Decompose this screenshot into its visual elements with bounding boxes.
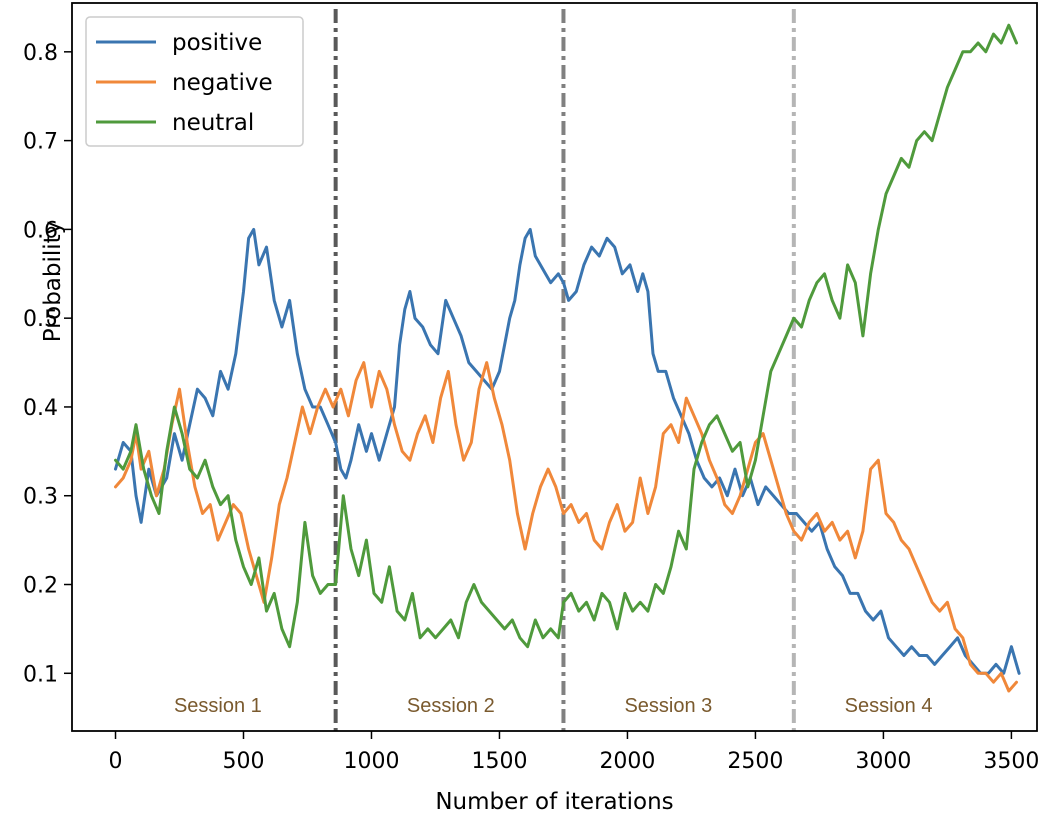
series-line-positive [114, 227, 1021, 675]
session-label-1: Session 1 [174, 695, 262, 717]
x-tick-label: 1500 [471, 749, 527, 774]
y-tick-label: 0.6 [23, 218, 58, 243]
session-label-2: Session 2 [407, 695, 495, 717]
plot-frame [71, 2, 1038, 732]
y-tick-label: 0.7 [23, 130, 58, 155]
series-lines [114, 23, 1021, 693]
y-tick-label: 0.3 [23, 485, 58, 510]
x-axis-label: Number of iterations [435, 789, 673, 815]
series-line-neutral [114, 23, 1018, 649]
session-label-3: Session 3 [624, 695, 712, 717]
x-tick-label: 3000 [855, 749, 911, 774]
x-tick-label: 0 [109, 749, 123, 774]
y-tick-label: 0.2 [23, 574, 58, 599]
x-tick-label: 500 [222, 749, 264, 774]
y-tick-label: 0.1 [23, 662, 58, 687]
y-axis-label: Probability [40, 221, 66, 343]
y-tick-label: 0.8 [23, 41, 58, 66]
legend-label-neutral: neutral [172, 110, 254, 136]
x-tick-label: 3500 [983, 749, 1039, 774]
session-label-4: Session 4 [845, 695, 933, 717]
legend-box [85, 16, 304, 147]
x-tick-label: 2000 [599, 749, 655, 774]
y-tick-label: 0.5 [23, 307, 58, 332]
x-tick-label: 2500 [727, 749, 783, 774]
session-labels: Session 1 Session 2 Session 3 Session 4 [174, 695, 932, 717]
legend: positive negative neutral [85, 16, 304, 147]
x-tick-label: 1000 [343, 749, 399, 774]
legend-label-positive: positive [172, 30, 262, 56]
legend-label-negative: negative [172, 70, 273, 96]
y-tick-label: 0.4 [23, 396, 58, 421]
y-axis-ticks: 0.1 0.2 0.3 0.4 0.5 0.6 0.7 0.8 [23, 41, 72, 687]
x-axis-ticks: 0 500 1000 1500 2000 2500 3000 3500 [109, 731, 1039, 774]
series-line-negative [114, 361, 1018, 693]
